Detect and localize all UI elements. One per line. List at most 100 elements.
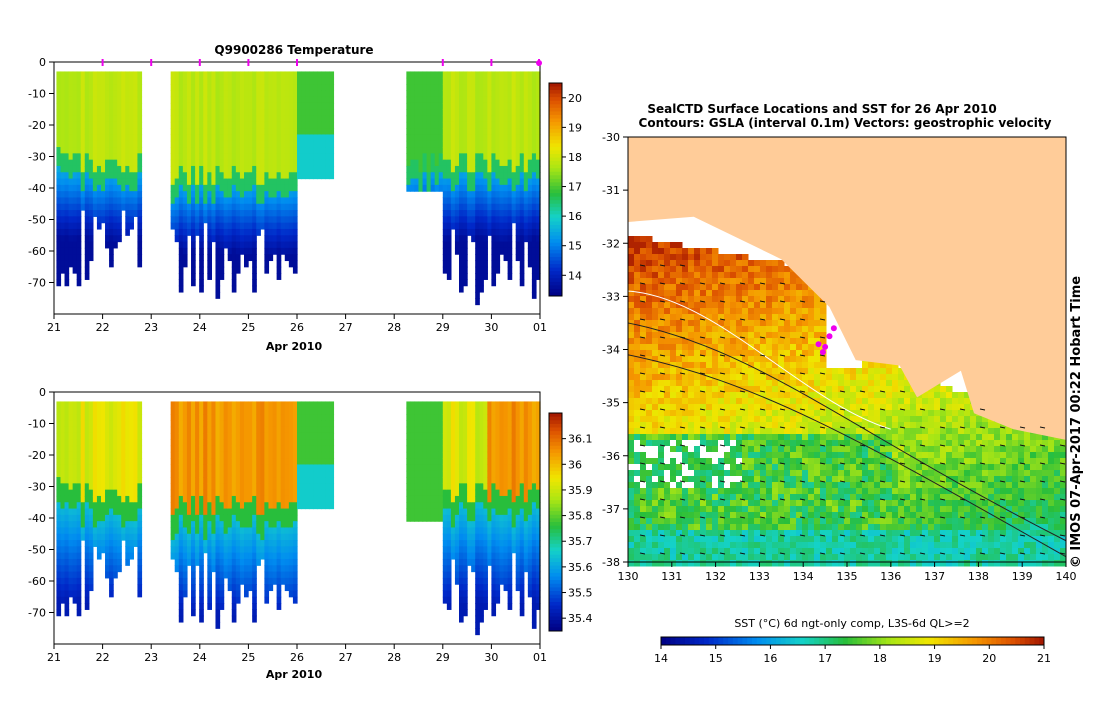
data-cell [240, 408, 245, 415]
data-cell [483, 248, 488, 255]
data-cell [520, 128, 525, 135]
data-cell [435, 439, 440, 446]
data-cell [256, 109, 261, 116]
data-cell [483, 166, 488, 173]
data-cell [121, 109, 126, 116]
data-cell [236, 414, 241, 421]
data-cell [240, 509, 245, 516]
data-cell [113, 553, 118, 560]
data-cell [508, 254, 513, 261]
data-cell [455, 229, 460, 236]
data-cell [483, 197, 488, 204]
data-cell [285, 414, 290, 421]
data-cell [471, 141, 476, 148]
data-cell [60, 141, 65, 148]
data-cell [281, 420, 286, 427]
data-cell [244, 477, 249, 484]
data-cell [228, 90, 233, 97]
data-cell [471, 477, 476, 484]
data-cell [491, 71, 496, 78]
data-cell [479, 414, 484, 421]
data-cell [483, 597, 488, 604]
data-cell [431, 78, 436, 85]
data-cell [487, 553, 492, 560]
data-cell [524, 116, 529, 123]
y-tick-label: -70 [28, 277, 46, 290]
data-cell [289, 147, 294, 154]
data-cell [244, 490, 249, 497]
data-cell [137, 147, 142, 154]
data-cell [207, 197, 212, 204]
data-cell [301, 496, 306, 503]
data-cell [101, 141, 106, 148]
data-cell [293, 116, 298, 123]
data-cell [109, 166, 114, 173]
data-cell [273, 553, 278, 560]
data-cell [125, 179, 130, 186]
data-cell [427, 408, 432, 415]
data-cell [117, 204, 122, 211]
data-cell [471, 185, 476, 192]
data-cell [325, 116, 330, 123]
data-cell [471, 452, 476, 459]
data-cell [268, 90, 273, 97]
data-cell [459, 565, 464, 572]
data-cell [406, 172, 411, 179]
data-cell [137, 565, 142, 572]
data-cell [179, 216, 184, 223]
data-cell [524, 179, 529, 186]
data-cell [248, 502, 253, 509]
data-cell [113, 216, 118, 223]
data-cell [520, 84, 525, 91]
data-cell [56, 197, 61, 204]
data-cell [520, 78, 525, 85]
data-cell [56, 235, 61, 242]
data-cell [467, 446, 472, 453]
data-cell [451, 122, 456, 129]
data-cell [113, 147, 118, 154]
data-cell [414, 78, 419, 85]
data-cell [203, 179, 208, 186]
data-cell [293, 464, 298, 471]
data-cell [215, 427, 220, 434]
data-cell [175, 216, 180, 223]
data-cell [325, 458, 330, 465]
data-cell [60, 71, 65, 78]
data-cell [410, 433, 415, 440]
data-cell [187, 515, 192, 522]
data-cell [309, 452, 314, 459]
data-cell [487, 103, 492, 110]
data-cell [439, 166, 444, 173]
data-cell [244, 427, 249, 434]
data-cell [471, 509, 476, 516]
data-cell [236, 267, 241, 274]
data-cell [512, 147, 517, 154]
data-cell [73, 235, 78, 242]
data-cell [410, 97, 415, 104]
data-cell [423, 153, 428, 160]
data-cell [81, 90, 86, 97]
data-cell [65, 540, 70, 547]
data-cell [179, 496, 184, 503]
data-cell [260, 166, 265, 173]
data-cell [317, 84, 322, 91]
data-cell [289, 134, 294, 141]
data-cell [113, 90, 118, 97]
data-cell [329, 452, 334, 459]
data-cell [65, 603, 70, 610]
data-cell [60, 153, 65, 160]
data-cell [195, 210, 200, 217]
data-cell [77, 84, 82, 91]
data-cell [183, 420, 188, 427]
data-cell [183, 590, 188, 597]
data-cell [207, 78, 212, 85]
data-cell [85, 97, 90, 104]
data-cell [256, 446, 261, 453]
data-cell [289, 572, 294, 579]
data-cell [207, 509, 212, 516]
data-cell [463, 609, 468, 616]
data-cell [455, 471, 460, 478]
data-cell [228, 408, 233, 415]
data-cell [431, 128, 436, 135]
data-cell [479, 597, 484, 604]
